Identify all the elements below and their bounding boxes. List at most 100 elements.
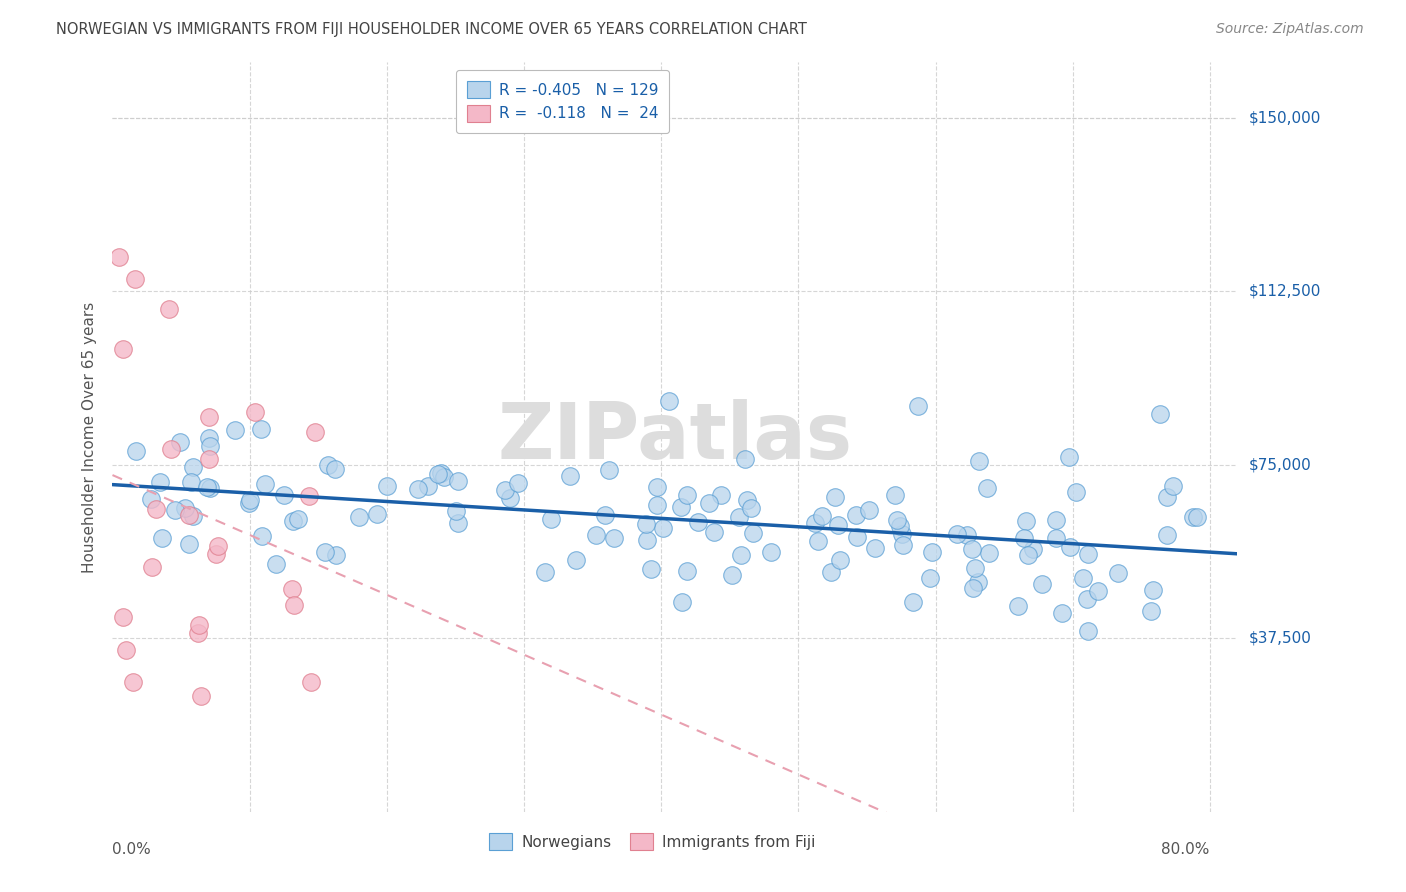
Point <box>287 512 309 526</box>
Point <box>735 493 758 508</box>
Point <box>183 460 205 475</box>
Point <box>195 479 218 493</box>
Text: Source: ZipAtlas.com: Source: ZipAtlas.com <box>1216 22 1364 37</box>
Point <box>824 490 846 504</box>
Point <box>314 545 336 559</box>
Point <box>145 502 167 516</box>
Point <box>281 582 304 597</box>
Point <box>907 399 929 413</box>
Point <box>250 529 273 543</box>
Point <box>173 501 195 516</box>
Point <box>283 599 305 613</box>
Point <box>921 545 943 559</box>
Point <box>886 513 908 527</box>
Point <box>956 528 979 542</box>
Point <box>889 518 911 533</box>
Point <box>115 643 138 657</box>
Point <box>710 488 733 502</box>
Point <box>734 451 756 466</box>
Point <box>863 541 886 556</box>
Point <box>1045 531 1067 545</box>
Text: $75,000: $75,000 <box>1249 458 1312 473</box>
Point <box>1015 515 1038 529</box>
Point <box>1012 532 1035 546</box>
Point <box>498 491 520 505</box>
Point <box>534 565 557 579</box>
Point <box>891 526 914 541</box>
Point <box>375 479 398 493</box>
Point <box>179 508 201 522</box>
Point <box>807 534 830 549</box>
Point <box>254 476 277 491</box>
Point <box>1149 407 1171 421</box>
Point <box>1142 583 1164 598</box>
Point <box>506 476 529 491</box>
Point <box>200 481 222 495</box>
Point <box>207 539 229 553</box>
Point <box>238 493 260 508</box>
Point <box>1007 599 1029 614</box>
Point <box>969 454 991 468</box>
Point <box>416 479 439 493</box>
Point <box>444 504 467 518</box>
Point <box>1031 576 1053 591</box>
Point <box>1181 509 1204 524</box>
Point <box>759 544 782 558</box>
Point <box>243 405 266 419</box>
Point <box>299 675 322 690</box>
Point <box>827 517 849 532</box>
Point <box>920 571 942 585</box>
Point <box>1107 566 1129 580</box>
Point <box>205 547 228 561</box>
Point <box>1163 478 1185 492</box>
Point <box>965 560 987 574</box>
Point <box>180 475 202 490</box>
Point <box>593 508 616 522</box>
Point <box>366 508 388 522</box>
Point <box>124 272 146 286</box>
Point <box>820 565 842 579</box>
Point <box>224 423 246 437</box>
Point <box>858 503 880 517</box>
Point <box>122 675 145 690</box>
Point <box>960 541 983 556</box>
Point <box>883 488 905 502</box>
Point <box>1076 592 1098 607</box>
Point <box>564 553 586 567</box>
Point <box>720 567 742 582</box>
Point <box>250 422 273 436</box>
Point <box>962 581 984 595</box>
Point <box>830 553 852 567</box>
Point <box>304 425 326 439</box>
Point <box>273 488 295 502</box>
Point <box>198 439 221 453</box>
Point <box>198 431 221 445</box>
Point <box>1022 542 1045 557</box>
Point <box>740 500 762 515</box>
Point <box>977 546 1000 560</box>
Point <box>676 488 699 502</box>
Point <box>112 342 135 356</box>
Point <box>686 515 709 529</box>
Point <box>494 483 516 497</box>
Point <box>645 480 668 494</box>
Text: 80.0%: 80.0% <box>1161 842 1209 857</box>
Point <box>325 548 347 562</box>
Point <box>640 561 662 575</box>
Text: $150,000: $150,000 <box>1249 111 1320 126</box>
Point <box>1071 571 1094 585</box>
Point <box>946 527 969 541</box>
Text: NORWEGIAN VS IMMIGRANTS FROM FIJI HOUSEHOLDER INCOME OVER 65 YEARS CORRELATION C: NORWEGIAN VS IMMIGRANTS FROM FIJI HOUSEH… <box>56 22 807 37</box>
Point <box>1156 491 1178 505</box>
Point <box>141 559 163 574</box>
Point <box>165 503 187 517</box>
Point <box>429 466 451 480</box>
Point <box>845 508 868 522</box>
Point <box>1064 485 1087 500</box>
Point <box>810 509 832 524</box>
Point <box>730 549 752 563</box>
Point <box>1050 607 1073 621</box>
Point <box>447 516 470 530</box>
Point <box>433 470 456 484</box>
Point <box>183 509 205 524</box>
